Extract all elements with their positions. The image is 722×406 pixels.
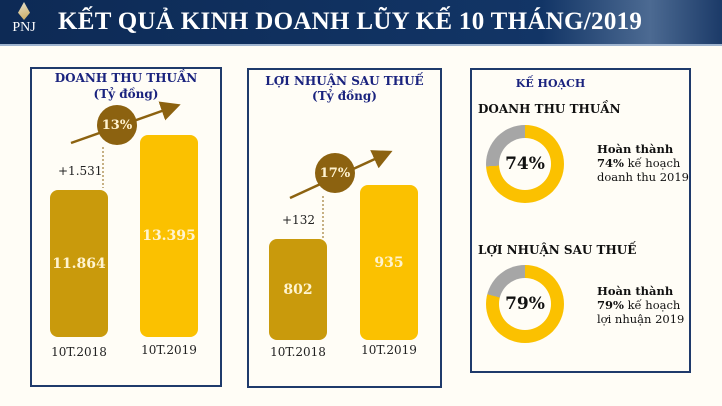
bar-revenue-2019: 13.395 — [140, 135, 198, 337]
donut-title: LỢI NHUẬN SAU THUẾ — [478, 243, 637, 257]
donut-label: 79% — [499, 278, 551, 330]
donut-title: DOANH THU THUẦN — [478, 102, 621, 116]
bar-revenue-2018: 11.864 — [50, 190, 108, 337]
bar-profit-2018: 802 — [269, 239, 327, 340]
delta-label: +1.531 — [58, 164, 103, 178]
tick-label: 10T.2018 — [51, 345, 107, 359]
donut-profit: 79% — [486, 265, 564, 343]
panel-title: LỢI NHUẬN SAU THUẾ — [265, 74, 424, 88]
data-label: 802 — [283, 281, 313, 298]
panel-title: DOANH THU THUẦN — [54, 71, 198, 85]
data-label: 935 — [374, 254, 404, 271]
tick-label: 10T.2019 — [361, 343, 417, 357]
growth-badge: 13% — [97, 105, 137, 145]
pnj-logo: PNJ — [6, 2, 42, 44]
panel-subtitle: (Tỷ đồng) — [312, 89, 377, 103]
donut-description: Hoàn thành 74% kế hoạch doanh thu 2019 — [597, 142, 689, 184]
bar-profit-2019: 935 — [360, 185, 418, 340]
tick-label: 10T.2018 — [270, 345, 326, 359]
donut-label: 74% — [499, 138, 551, 190]
header: PNJ KẾT QUẢ KINH DOANH LŨY KẾ 10 THÁNG/2… — [0, 0, 722, 46]
data-label: 11.864 — [52, 255, 106, 272]
page-title: KẾT QUẢ KINH DOANH LŨY KẾ 10 THÁNG/2019 — [58, 8, 643, 35]
donut-revenue: 74% — [486, 125, 564, 203]
data-label: 13.395 — [142, 228, 196, 244]
growth-badge: 17% — [315, 153, 355, 193]
delta-label: +132 — [282, 213, 315, 227]
donut-description: Hoàn thành 79% kế hoạch lợi nhuận 2019 — [597, 284, 685, 326]
plan-panel: KẾ HOẠCH DOANH THU THUẦN 74% Hoàn thành 7… — [470, 68, 691, 373]
panel-subtitle: (Tỷ đồng) — [93, 87, 159, 101]
panel-title: KẾ HOẠCH — [515, 77, 586, 90]
tick-label: 10T.2019 — [141, 343, 197, 357]
